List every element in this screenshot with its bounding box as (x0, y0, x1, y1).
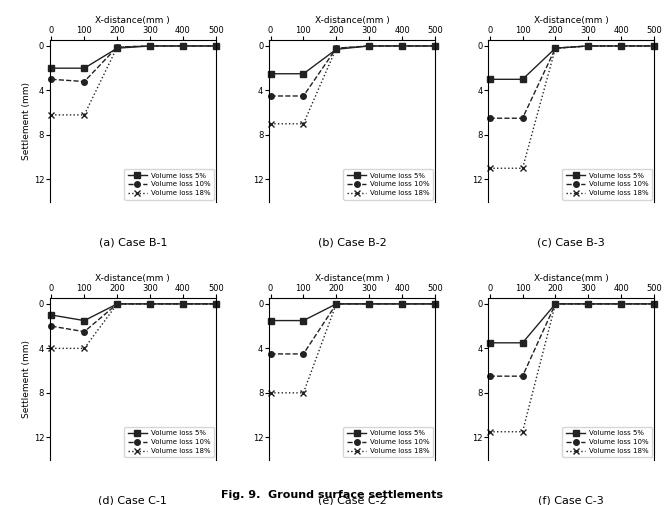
X-axis label: X-distance(mm ): X-distance(mm ) (534, 16, 608, 25)
Y-axis label: Settlement (mm): Settlement (mm) (22, 340, 31, 418)
Text: (c) Case B-3: (c) Case B-3 (537, 237, 605, 247)
X-axis label: X-distance(mm ): X-distance(mm ) (315, 274, 389, 283)
Text: (f) Case C-3: (f) Case C-3 (538, 495, 604, 505)
Text: (e) Case C-2: (e) Case C-2 (317, 495, 386, 505)
Legend: Volume loss 5%, Volume loss 10%, Volume loss 18%: Volume loss 5%, Volume loss 10%, Volume … (124, 427, 214, 458)
Legend: Volume loss 5%, Volume loss 10%, Volume loss 18%: Volume loss 5%, Volume loss 10%, Volume … (562, 427, 652, 458)
Legend: Volume loss 5%, Volume loss 10%, Volume loss 18%: Volume loss 5%, Volume loss 10%, Volume … (343, 169, 433, 199)
X-axis label: X-distance(mm ): X-distance(mm ) (315, 16, 389, 25)
Text: Fig. 9.  Ground surface settlements: Fig. 9. Ground surface settlements (221, 490, 443, 500)
Text: (a) Case B-1: (a) Case B-1 (98, 237, 167, 247)
Y-axis label: Settlement (mm): Settlement (mm) (22, 82, 31, 160)
Legend: Volume loss 5%, Volume loss 10%, Volume loss 18%: Volume loss 5%, Volume loss 10%, Volume … (343, 427, 433, 458)
X-axis label: X-distance(mm ): X-distance(mm ) (96, 274, 170, 283)
Text: (d) Case C-1: (d) Case C-1 (98, 495, 167, 505)
Legend: Volume loss 5%, Volume loss 10%, Volume loss 18%: Volume loss 5%, Volume loss 10%, Volume … (562, 169, 652, 199)
Text: (b) Case B-2: (b) Case B-2 (317, 237, 386, 247)
X-axis label: X-distance(mm ): X-distance(mm ) (96, 16, 170, 25)
Legend: Volume loss 5%, Volume loss 10%, Volume loss 18%: Volume loss 5%, Volume loss 10%, Volume … (124, 169, 214, 199)
X-axis label: X-distance(mm ): X-distance(mm ) (534, 274, 608, 283)
